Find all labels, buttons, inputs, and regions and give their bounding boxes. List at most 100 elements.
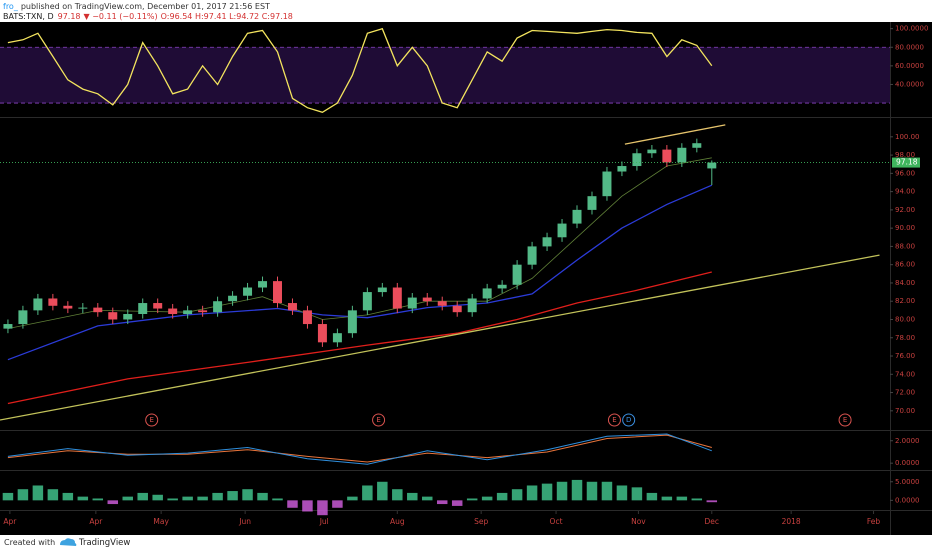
y-tick-label: 84.00 <box>895 279 915 287</box>
candle-body <box>482 288 492 299</box>
candle-body <box>692 143 702 148</box>
last-price-label: 97.18 <box>896 158 918 167</box>
candle-body <box>617 166 627 172</box>
candle-body <box>632 153 642 167</box>
event-label: E <box>149 416 153 424</box>
x-tick-label: Nov <box>631 517 646 526</box>
candle-body <box>123 314 133 320</box>
x-tick-label: May <box>153 517 169 526</box>
candle-body <box>153 303 163 309</box>
histogram-bar <box>586 481 598 501</box>
candle-body <box>63 305 73 309</box>
histogram-bar <box>466 498 478 501</box>
histogram-bar <box>137 492 148 501</box>
histogram-bar <box>167 498 178 501</box>
histogram-bar <box>17 489 29 501</box>
histogram-bar <box>571 479 583 501</box>
histogram-bar <box>496 492 508 501</box>
histogram-bar <box>62 492 74 501</box>
y-tick-label: 70.00 <box>895 407 915 415</box>
histogram-bar <box>107 500 119 505</box>
symbol: BATS:TXN, D <box>3 12 54 21</box>
histogram-bar <box>646 492 658 501</box>
candle-body <box>572 209 582 224</box>
candle-body <box>93 307 103 313</box>
histogram-bar <box>691 498 703 501</box>
histogram-bar <box>197 496 208 501</box>
price: 97.18 <box>58 12 81 21</box>
histogram-bar <box>347 496 358 501</box>
y-tick-label: 76.00 <box>895 352 915 360</box>
histogram-bar <box>32 485 44 501</box>
candle-body <box>677 147 687 163</box>
candle-body <box>168 308 178 315</box>
tradingview-logo[interactable] <box>60 538 77 546</box>
candle-body <box>183 310 193 315</box>
candle-body <box>512 264 522 285</box>
candle-body <box>377 287 387 293</box>
y-tick-label: 74.00 <box>895 370 915 378</box>
histogram-bar <box>287 500 298 508</box>
histogram-bar <box>511 489 523 501</box>
x-tick-label: Feb <box>867 517 881 526</box>
y-tick-label: 100.00 <box>895 133 920 141</box>
histogram-bar <box>2 492 14 501</box>
candle-body <box>287 303 297 311</box>
x-tick-label: Sep <box>474 517 488 526</box>
histogram-bar <box>317 500 328 516</box>
event-label: E <box>843 416 847 424</box>
footer-brand[interactable]: TradingView <box>78 538 130 548</box>
level-band <box>0 47 890 104</box>
histogram-bar <box>556 481 568 501</box>
event-marker <box>607 413 621 427</box>
histogram-bar <box>706 500 718 503</box>
candle-body <box>18 310 28 325</box>
x-tick-label: Jul <box>319 517 329 526</box>
x-tick-label: Apr <box>3 517 17 526</box>
candle-body <box>467 298 477 313</box>
moving-line <box>624 124 726 145</box>
histogram-bar <box>451 500 463 506</box>
candle-body <box>273 281 282 304</box>
histogram-bar <box>436 500 448 505</box>
y-tick-label: 96.00 <box>895 169 915 177</box>
event-label: E <box>376 416 380 424</box>
candle-body <box>587 196 597 210</box>
histogram-bar <box>182 496 193 501</box>
x-tick-label: 2018 <box>782 517 801 526</box>
change: ▼ −0.11 (−0.11%) <box>84 12 158 21</box>
candle-body <box>347 310 357 334</box>
candle-body <box>437 301 447 306</box>
x-tick-label: Dec <box>705 517 720 526</box>
y-tick-label: 80.0000 <box>895 43 924 51</box>
macd-line <box>7 434 712 463</box>
candle-body <box>527 246 537 265</box>
histogram-bar <box>92 498 104 501</box>
candle-body <box>452 305 462 313</box>
x-tick-label: Apr <box>89 517 103 526</box>
event-marker <box>372 413 386 427</box>
header-line: fro_ published on TradingView.com, Decemb… <box>3 2 270 11</box>
y-tick-label: 72.00 <box>895 389 915 397</box>
candle-body <box>33 298 43 311</box>
histogram-bar <box>392 489 403 501</box>
user-name[interactable]: fro_ <box>3 2 19 11</box>
y-tick-label: 78.00 <box>895 334 915 342</box>
x-tick-label: Aug <box>390 517 405 526</box>
last-price-tag <box>892 157 920 168</box>
candle-body <box>302 310 312 325</box>
candle-body <box>497 284 507 289</box>
histogram-bar <box>212 492 223 501</box>
histogram-bar <box>152 494 163 501</box>
candle-body <box>243 287 253 296</box>
y-tick-label: 2.0000 <box>895 437 920 445</box>
event-label: D <box>626 416 631 424</box>
histogram-bar <box>481 496 493 501</box>
histogram-bar <box>242 489 253 501</box>
histogram-bar <box>362 485 373 501</box>
candle-body <box>422 297 432 302</box>
histogram-bar <box>422 496 433 501</box>
moving-line <box>7 271 712 405</box>
candle-body <box>138 303 148 315</box>
histogram-bar <box>272 498 283 501</box>
